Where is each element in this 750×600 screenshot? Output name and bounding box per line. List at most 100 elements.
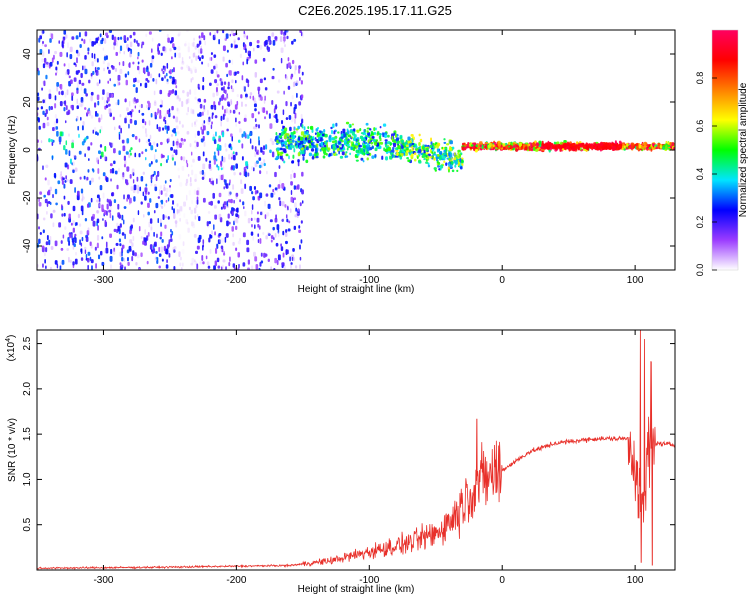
heatmap-cell <box>41 87 44 91</box>
heatmap-cell <box>233 220 235 226</box>
heatmap-cell <box>199 261 203 265</box>
heatmap-cell <box>231 135 234 142</box>
heatmap-cell <box>46 210 48 215</box>
heatmap-cell <box>195 119 198 123</box>
heatmap-cell <box>293 148 296 153</box>
heatmap-cell <box>294 112 297 119</box>
heatmap-cell <box>280 128 285 132</box>
heatmap-cell <box>224 89 227 94</box>
heatmap-cell <box>366 127 370 130</box>
heatmap-cell <box>63 212 66 217</box>
heatmap-cell <box>103 38 107 44</box>
snr-x-ticks: -300 -200 -100 0 100 <box>93 330 644 586</box>
heatmap-cell <box>299 30 302 34</box>
heatmap-cell <box>578 143 581 147</box>
heatmap-cell <box>134 105 137 109</box>
heatmap-cell <box>109 168 112 174</box>
heatmap-cell <box>209 82 212 86</box>
heatmap-cell <box>267 35 271 42</box>
heatmap-cell <box>401 153 404 156</box>
heatmap-cell <box>137 79 140 84</box>
heatmap-cell <box>94 102 97 108</box>
heatmap-cell <box>62 234 65 239</box>
heatmap-cell <box>184 40 187 46</box>
heatmap-cell <box>179 262 182 267</box>
heatmap-cell <box>247 135 250 139</box>
heatmap-cell <box>216 257 220 263</box>
heatmap-cell <box>191 109 195 115</box>
heatmap-cell <box>290 181 293 186</box>
heatmap-cell <box>233 267 236 270</box>
heatmap-cell <box>101 204 104 211</box>
heatmap-cell <box>229 70 232 76</box>
heatmap-cell <box>185 159 188 164</box>
heatmap-cell <box>70 222 73 226</box>
heatmap-cell <box>186 131 190 135</box>
heatmap-cell <box>240 179 243 185</box>
heatmap-cell <box>223 36 226 41</box>
heatmap-cell <box>532 142 535 147</box>
heatmap-cell <box>141 59 144 63</box>
heatmap-cell <box>48 138 51 143</box>
heatmap-cell <box>67 42 69 49</box>
heatmap-cell <box>212 192 215 199</box>
heatmap-cell <box>219 238 221 243</box>
heatmap-cell <box>124 73 127 78</box>
heatmap-cell <box>429 156 432 159</box>
heatmap-cell <box>247 267 250 270</box>
heatmap-cell <box>205 157 208 162</box>
heatmap-cell <box>185 112 189 116</box>
heatmap-cell <box>155 159 158 163</box>
heatmap-cell <box>82 196 85 200</box>
heatmap-cell <box>111 215 114 221</box>
heatmap-cell <box>130 113 133 118</box>
heatmap-cell <box>108 199 112 203</box>
heatmap-cell <box>134 120 137 126</box>
heatmap-cell <box>43 57 47 63</box>
heatmap-cell <box>149 198 152 203</box>
heatmap-cell <box>230 99 233 105</box>
heatmap-cell <box>87 169 90 173</box>
heatmap-cell <box>334 139 337 143</box>
heatmap-cell <box>78 102 81 108</box>
heatmap-cell <box>549 147 552 151</box>
heatmap-cell <box>226 93 228 99</box>
heatmap-cell <box>276 149 279 155</box>
heatmap-cell <box>71 95 74 102</box>
heatmap-cell <box>194 68 197 74</box>
heatmap-cell <box>445 143 450 146</box>
heatmap-cell <box>179 217 181 222</box>
heatmap-cell <box>172 115 176 119</box>
heatmap-cell <box>150 174 153 180</box>
y-tick-label: 40 <box>22 48 33 60</box>
heatmap-cell <box>149 73 153 79</box>
heatmap-cell <box>291 94 294 100</box>
heatmap-cell <box>232 151 235 155</box>
heatmap-cell <box>126 107 129 112</box>
heatmap-cell <box>230 85 233 90</box>
heatmap-cell <box>191 199 194 205</box>
heatmap-cell <box>347 134 352 138</box>
heatmap-cell <box>123 155 126 162</box>
heatmap-cell <box>258 267 261 270</box>
heatmap-cell <box>173 208 175 214</box>
heatmap-cell <box>314 132 317 136</box>
heatmap-cell <box>194 96 197 100</box>
heatmap-cell <box>355 138 358 142</box>
heatmap-cell <box>202 76 205 83</box>
heatmap-cell <box>54 188 58 195</box>
heatmap-cell <box>528 145 531 150</box>
heatmap-cell <box>109 141 111 146</box>
heatmap-cell <box>96 210 99 214</box>
x-tick-label: -300 <box>93 575 113 586</box>
heatmap-cell <box>71 139 75 143</box>
heatmap-cell <box>541 146 545 150</box>
heatmap-cell <box>200 138 204 143</box>
heatmap-cell <box>416 156 419 160</box>
heatmap-cell <box>409 143 411 148</box>
heatmap-cell <box>254 146 257 152</box>
heatmap-cell <box>154 186 158 192</box>
heatmap-cell <box>173 245 177 250</box>
heatmap-cell <box>276 224 280 231</box>
heatmap-cell <box>256 39 260 44</box>
